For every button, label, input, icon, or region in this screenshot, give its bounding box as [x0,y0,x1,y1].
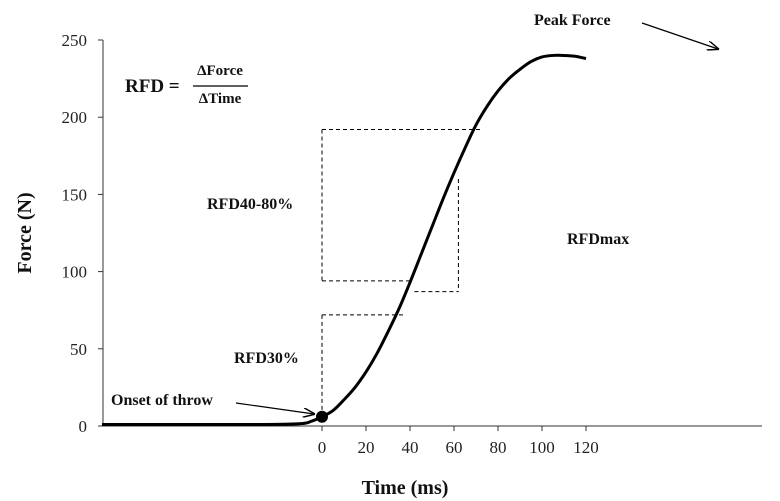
rfdmax-label: RFDmax [567,231,629,248]
y-tick-label: 0 [79,417,88,436]
x-tick-label: 120 [573,438,599,457]
y-tick-label: 250 [62,31,88,50]
onset-point [316,410,328,423]
y-tick-label: 150 [62,185,88,204]
x-tick-label: 80 [490,438,507,457]
formula-lhs: RFD = [125,76,180,97]
x-tick-label: 0 [318,438,327,457]
x-tick-label: 20 [358,438,375,457]
onset-label: Onset of throw [111,392,213,409]
rfd30-label: RFD30% [234,350,299,367]
x-tick-label: 100 [529,438,555,457]
x-tick-label: 40 [402,438,419,457]
x-ticks: 0 20 40 60 80 100 120 [318,426,599,457]
rfd-formula: RFD = ΔForce ΔTime [125,63,248,107]
onset-arrow [235,402,314,414]
x-axis-title: Time (ms) [362,477,449,499]
peak-force-arrow [641,22,718,49]
force-curve [101,53,587,427]
rfd40-80-label: RFD40-80% [207,196,293,213]
y-tick-label: 50 [70,340,87,359]
peak-force-label: Peak Force [534,12,611,29]
formula-numerator: ΔForce [197,63,243,79]
y-ticks: 0 50 100 150 200 250 [62,31,103,436]
x-tick-label: 60 [446,438,463,457]
y-tick-label: 200 [62,108,88,127]
y-axis-title: Force (N) [14,192,36,273]
y-tick-label: 100 [62,263,88,282]
formula-denominator: ΔTime [199,91,242,107]
rfd-boxes [321,129,481,417]
